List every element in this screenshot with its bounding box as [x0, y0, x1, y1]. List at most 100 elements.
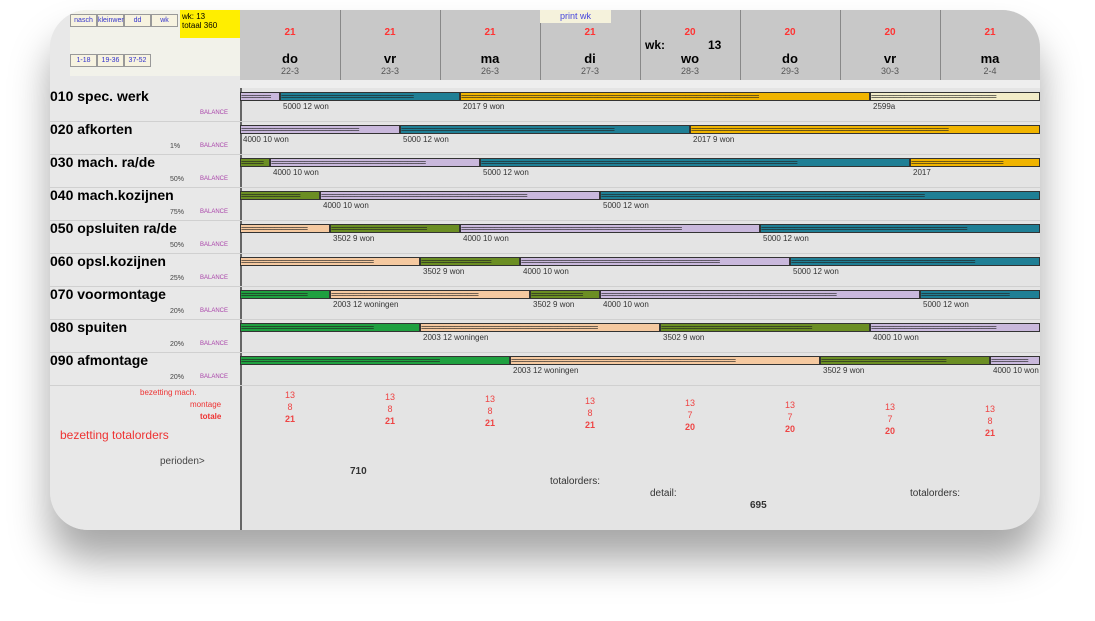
order-bar[interactable]: =================== — [420, 257, 520, 266]
total-tot: 21 — [484, 418, 495, 428]
day-column[interactable]: 21 do 22-3 — [240, 10, 341, 80]
order-bar[interactable]: ======================== — [920, 290, 1040, 299]
order-label: 5000 12 won — [283, 102, 329, 111]
order-bar[interactable]: ========================================… — [690, 125, 1040, 134]
order-bar[interactable]: ================================ — [240, 125, 400, 134]
order-bar[interactable]: ========================= — [910, 158, 1040, 167]
order-bar[interactable]: ================ — [240, 191, 320, 200]
task-row: 040 mach.kozijnen 75% BALANCE =============… — [50, 187, 1040, 221]
balance-label: BALANCE — [200, 110, 229, 116]
day-column[interactable]: 21 vr 23-3 — [340, 10, 441, 80]
task-label[interactable]: 010 spec. werk — [50, 88, 149, 104]
order-bar[interactable]: ====== — [240, 158, 270, 167]
total-mont: 8 — [287, 402, 293, 412]
task-percent: 20% — [170, 308, 185, 315]
task-label[interactable]: 070 voormontage — [50, 286, 166, 302]
order-bar[interactable]: ========================================… — [480, 158, 910, 167]
task-label[interactable]: 060 opsl.kozijnen — [50, 253, 166, 269]
order-bar[interactable]: ==================================== — [240, 257, 420, 266]
task-row: 080 spuiten 20% BALANCE ===================… — [50, 319, 1040, 353]
total-mach: 13 — [584, 396, 595, 406]
order-bar[interactable]: ========================================… — [400, 125, 690, 134]
order-bar[interactable]: ================== — [240, 290, 330, 299]
order-bar[interactable]: ================================== — [870, 92, 1040, 101]
control-button[interactable]: 37-52 — [124, 54, 151, 67]
control-button[interactable]: kleinwerk — [97, 14, 127, 27]
balance-label: BALANCE — [200, 275, 229, 281]
control-button[interactable]: 1-18 — [70, 54, 97, 67]
control-button[interactable]: wk — [151, 14, 178, 27]
day-date: 22-3 — [280, 66, 299, 76]
balance-label: BALANCE — [200, 374, 229, 380]
week-stat: wk: 13 totaal 360 — [180, 10, 240, 38]
bezetting-mach-label: bezetting mach. — [140, 388, 197, 397]
total-mach: 13 — [784, 400, 795, 410]
day-column[interactable]: 20 do 29-3 — [740, 10, 841, 80]
task-percent: 1% — [170, 143, 181, 150]
day-name: vr — [383, 51, 397, 66]
order-bar[interactable]: ========================================… — [600, 191, 1040, 200]
order-label: 3502 9 won — [663, 333, 705, 342]
control-button[interactable]: nasch — [70, 14, 97, 27]
task-label[interactable]: 020 afkorten — [50, 121, 133, 137]
order-bar[interactable]: ========================================… — [420, 323, 660, 332]
task-label[interactable]: 030 mach. ra/de — [50, 154, 156, 170]
day-column[interactable]: 21 ma 2-4 — [940, 10, 1040, 80]
order-label: 4000 10 won — [323, 201, 369, 210]
balance-label: BALANCE — [200, 242, 229, 248]
order-bar[interactable]: ========================================… — [660, 323, 870, 332]
order-label: 5000 12 won — [603, 201, 649, 210]
planning-sheet: wk: 13 totaal 360 nasch kleinwerk dd wk 1-18 1… — [50, 10, 1040, 530]
detail-label: detail: — [650, 488, 677, 499]
order-bar[interactable]: ========================================… — [520, 257, 790, 266]
day-count: 20 — [884, 27, 896, 38]
balance-label: BALANCE — [200, 143, 229, 149]
order-bar[interactable]: ============== — [530, 290, 600, 299]
order-label: 5000 12 won — [923, 300, 969, 309]
totalorders-label-2: totalorders: — [910, 488, 961, 499]
order-bar[interactable]: ======== — [240, 92, 280, 101]
order-bar[interactable]: ========================================… — [460, 224, 760, 233]
order-bar[interactable]: ======================================== — [330, 290, 530, 299]
day-header: print wk 21 do 22-3 21 vr 23-3 21 ma 26-3 21 di 27-… — [240, 10, 1040, 88]
order-bar[interactable]: ========================================… — [460, 92, 870, 101]
total-710: 710 — [350, 466, 367, 477]
order-label: 4000 10 won — [523, 267, 569, 276]
day-date: 2-4 — [983, 66, 997, 76]
control-button[interactable]: dd — [124, 14, 151, 27]
order-bar[interactable]: ========================================… — [270, 158, 480, 167]
day-bar — [340, 39, 440, 51]
order-bar[interactable]: ================================== — [820, 356, 990, 365]
order-bar[interactable]: ================================== — [870, 323, 1040, 332]
day-column[interactable]: 21 ma 26-3 — [440, 10, 541, 80]
task-label[interactable]: 050 opsluiten ra/de — [50, 220, 177, 236]
day-column[interactable]: 20 vr 30-3 — [840, 10, 941, 80]
task-percent: 20% — [170, 374, 185, 381]
task-label[interactable]: 040 mach.kozijnen — [50, 187, 174, 203]
order-bar[interactable]: ========================================… — [240, 356, 510, 365]
control-panel: wk: 13 totaal 360 nasch kleinwerk dd wk 1-18 1… — [70, 10, 240, 76]
day-column[interactable]: 21 di 27-3 — [540, 10, 641, 80]
order-label: 4000 10 won — [243, 135, 289, 144]
wk-label: wk: 13 — [182, 12, 206, 21]
order-bar[interactable]: ========== — [990, 356, 1040, 365]
task-row: 070 voormontage 20% BALANCE ===============… — [50, 286, 1040, 320]
bezetting-totalorders-label: bezetting totalorders — [60, 428, 169, 442]
order-label: 4000 10 won — [993, 366, 1039, 375]
order-bar[interactable]: ========================================… — [790, 257, 1040, 266]
day-count: 20 — [784, 27, 796, 38]
task-row: 030 mach. ra/de 50% BALANCE ====== =========… — [50, 154, 1040, 188]
task-label[interactable]: 080 spuiten — [50, 319, 128, 335]
order-bar[interactable]: ==================================== — [280, 92, 460, 101]
day-column[interactable]: 20 wo 28-3 — [640, 10, 741, 80]
control-button[interactable]: 19-36 — [97, 54, 124, 67]
order-bar[interactable]: ========================================… — [320, 191, 600, 200]
order-bar[interactable]: ========================================… — [760, 224, 1040, 233]
task-label[interactable]: 090 afmontage — [50, 352, 149, 368]
print-week-button[interactable]: print wk — [540, 10, 612, 23]
order-bar[interactable]: ================== — [240, 224, 330, 233]
order-bar[interactable]: ========================================… — [600, 290, 920, 299]
order-bar[interactable]: ==================================== — [240, 323, 420, 332]
order-bar[interactable]: ========================== — [330, 224, 460, 233]
order-bar[interactable]: ========================================… — [510, 356, 820, 365]
